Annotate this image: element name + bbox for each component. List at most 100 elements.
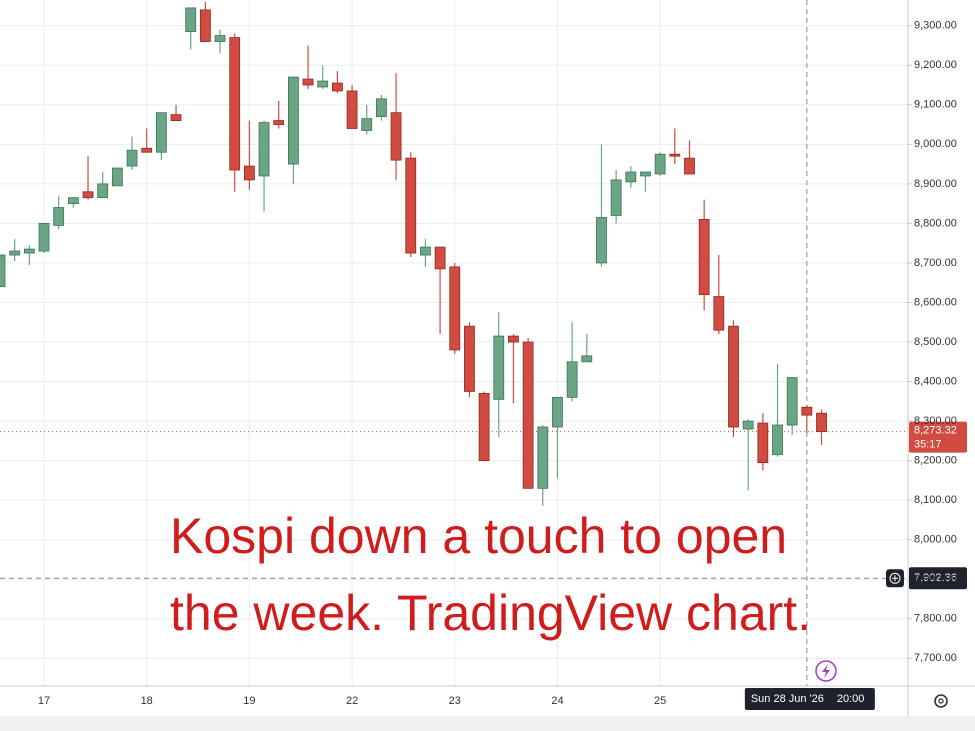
candle-body (464, 325, 475, 392)
candle-body (552, 396, 563, 428)
candle-body (713, 296, 725, 331)
y-tick-label: 8,000.00 (914, 534, 957, 546)
x-tick-label: 18 (141, 695, 153, 707)
candle-body (757, 422, 769, 464)
y-tick-label: 7,800.00 (914, 613, 957, 625)
gear-hub[interactable] (938, 698, 944, 704)
countdown-label: 35:17 (914, 439, 942, 451)
candle-body (141, 147, 153, 153)
x-tick-label: 24 (551, 695, 563, 707)
candle-body (170, 114, 182, 121)
y-tick-label: 8,200.00 (914, 455, 957, 467)
candle-body (610, 179, 622, 216)
y-tick-label: 9,300.00 (914, 20, 957, 32)
candle-body (742, 420, 754, 430)
candle-body (302, 78, 314, 86)
candle-body (654, 153, 666, 175)
y-tick-label: 8,400.00 (914, 375, 957, 387)
candle-body (229, 37, 241, 171)
candle-body (508, 335, 519, 343)
gear-icon[interactable] (934, 694, 948, 708)
y-tick-label: 8,800.00 (914, 217, 957, 229)
y-tick-label: 9,100.00 (914, 99, 957, 111)
candle-body (581, 355, 593, 363)
candle-body (67, 197, 79, 205)
candle-body (434, 246, 446, 270)
candle-body (684, 157, 695, 175)
candle-body (801, 406, 813, 416)
crosshair-price-label: 7,902.36 (914, 572, 957, 584)
x-tick-label: 17 (38, 695, 50, 707)
candle-body (214, 35, 226, 42)
candle-body (390, 112, 402, 161)
candle-body (537, 426, 549, 489)
last-price-label: 8,273.32 (914, 425, 957, 437)
candle-body (155, 112, 167, 153)
candle-body (9, 250, 21, 256)
candle-body (728, 325, 739, 428)
crosshair-time-tag (744, 688, 875, 710)
y-tick-label: 7,900.00 (914, 573, 957, 585)
candle-body (361, 118, 373, 131)
candle-body (640, 171, 651, 177)
x-tick-label: 23 (449, 695, 461, 707)
icon-bolt[interactable] (822, 664, 830, 678)
candle-body (53, 207, 65, 226)
y-tick-label: 7,700.00 (914, 652, 957, 664)
candle-body (566, 361, 578, 398)
crosshair-date-label: Sun 28 Jun '26 (751, 693, 824, 705)
y-tick-label: 8,700.00 (914, 257, 957, 269)
candle-body (82, 191, 94, 199)
x-tick-label: 25 (654, 695, 666, 707)
candle-body (522, 341, 534, 489)
last-price-tag (909, 421, 967, 453)
candle-body (698, 219, 710, 295)
candle-body (38, 222, 50, 252)
candle-body (816, 412, 827, 433)
y-tick-label: 8,300.00 (914, 415, 957, 427)
candle-body (346, 90, 358, 129)
y-tick-label: 9,000.00 (914, 138, 957, 150)
y-tick-label: 8,900.00 (914, 178, 957, 190)
candle-body (478, 393, 490, 462)
y-tick-label: 9,200.00 (914, 59, 957, 71)
candle-body (669, 153, 681, 157)
candle-body (97, 183, 109, 199)
candle-body (287, 76, 299, 165)
annotation-line: the week. TradingView chart. (170, 585, 811, 641)
candle-body (317, 80, 329, 88)
add-icon (889, 572, 901, 584)
candle-body (786, 377, 798, 426)
candles (0, 1, 827, 507)
x-tick-label: 19 (243, 695, 255, 707)
y-tick-label: 8,500.00 (914, 336, 957, 348)
candle-body (493, 335, 505, 400)
candle-body (596, 217, 607, 264)
candle-body (0, 254, 6, 288)
lightning-icon[interactable] (815, 660, 837, 682)
candle-body (243, 165, 255, 181)
price-tags: 8,273.32 35:17 7,902.36 Sun 28 Jun '26 20:00 (744, 421, 967, 710)
candle-body (420, 246, 431, 256)
add-icon-plus (892, 575, 898, 582)
icon-circle[interactable] (815, 660, 837, 682)
y-tick-label: 8,100.00 (914, 494, 957, 506)
candle-body (405, 157, 417, 254)
y-tick-label: 8,600.00 (914, 296, 957, 308)
candle-body (111, 167, 123, 187)
settings-button[interactable] (934, 694, 948, 708)
candle-body (23, 248, 35, 254)
candle-body (772, 424, 783, 456)
annotation-line: Kospi down a touch to open (170, 508, 787, 564)
candle-body (273, 120, 285, 125)
candle-body (185, 7, 197, 33)
grid (0, 0, 912, 686)
candle-body (449, 266, 461, 351)
candle-body (258, 122, 270, 177)
candle-body (126, 149, 138, 167)
x-tick-label: 22 (346, 695, 358, 707)
candle-body (625, 171, 637, 183)
candle-body (376, 98, 387, 118)
crosshair-time-label: 20:00 (837, 693, 865, 705)
